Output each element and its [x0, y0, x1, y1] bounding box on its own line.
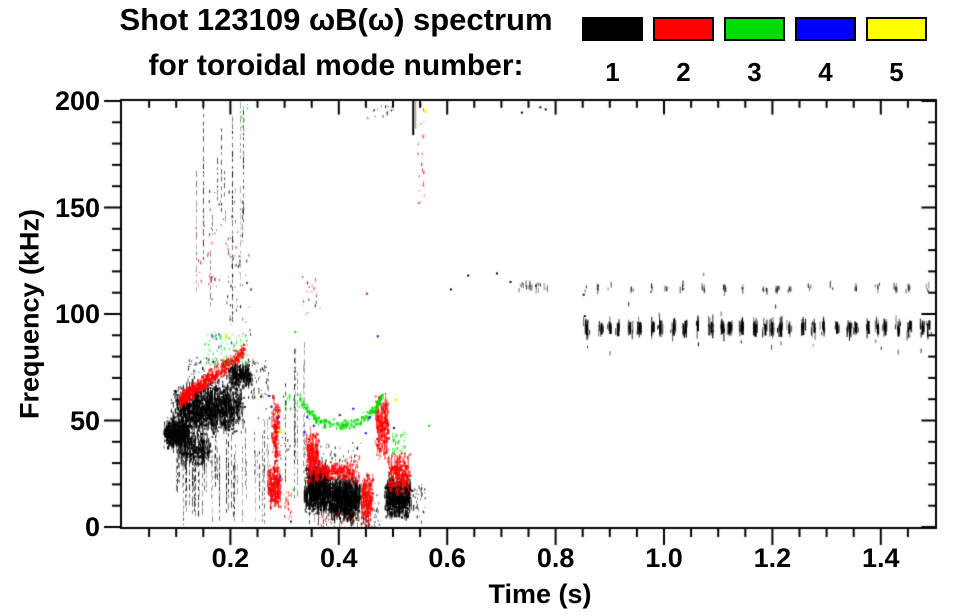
y-tick-label: 50 [69, 405, 100, 436]
x-tick-label: 0.4 [320, 543, 358, 573]
x-tick-label: 0.2 [211, 543, 250, 573]
x-axis-title: Time (s) [488, 579, 592, 609]
y-tick-label: 0 [84, 512, 100, 542]
x-tick-label: 1.2 [753, 543, 792, 573]
x-tick-label: 0.8 [536, 543, 575, 573]
x-tick-label: 1.0 [645, 543, 683, 573]
y-tick-label: 200 [54, 86, 100, 116]
y-tick-label: 100 [54, 299, 100, 329]
x-tick-label: 1.4 [862, 543, 900, 573]
x-tick-label: 0.6 [428, 543, 466, 573]
y-tick-label: 150 [54, 192, 100, 223]
y-axis-title: Frequency (kHz) [14, 208, 45, 420]
